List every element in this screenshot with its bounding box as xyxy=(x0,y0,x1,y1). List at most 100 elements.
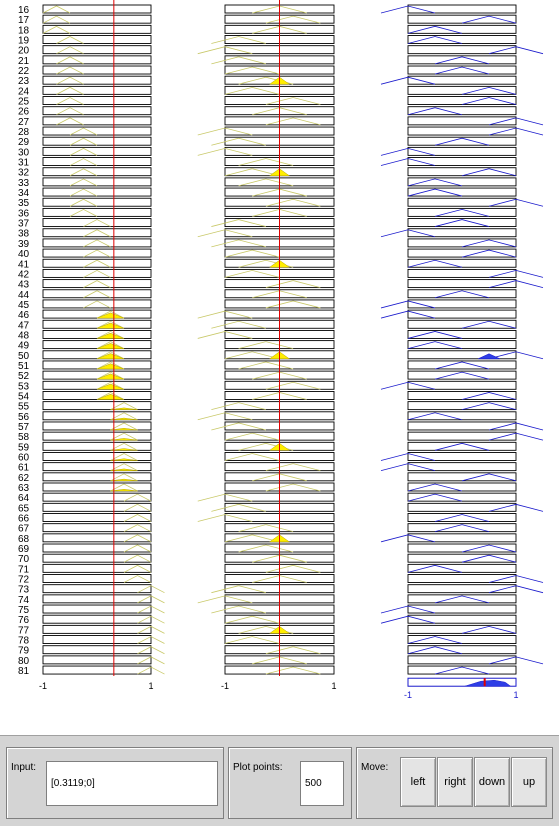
rule-frame xyxy=(42,594,152,604)
rule-number: 79 xyxy=(18,646,30,657)
rule-number: 53 xyxy=(18,381,30,392)
output-mf xyxy=(488,270,544,278)
input2-mf xyxy=(211,402,266,411)
rule-frame xyxy=(42,462,152,472)
input2-mf xyxy=(197,46,253,55)
output-mf xyxy=(407,564,463,573)
input2-mf xyxy=(238,178,294,187)
rule-number: 54 xyxy=(18,391,30,402)
input2-mf xyxy=(265,483,321,492)
rule-number: 41 xyxy=(18,259,30,270)
rule-frame xyxy=(42,218,152,228)
input1-activation xyxy=(110,427,138,431)
input1-mf xyxy=(83,249,111,258)
input-field[interactable] xyxy=(46,761,218,806)
rule-frame xyxy=(42,319,152,329)
rule-number: 42 xyxy=(18,269,30,280)
rule-frame xyxy=(42,126,152,136)
rule-frame xyxy=(407,309,517,319)
input2-mf xyxy=(224,249,280,258)
input1-mf xyxy=(123,493,152,502)
input2-mf xyxy=(224,636,280,644)
input1-activation xyxy=(110,478,138,482)
input2-mf xyxy=(265,198,321,207)
rule-frame xyxy=(42,329,152,339)
input1-mf xyxy=(69,137,98,146)
rule-frame xyxy=(42,370,152,380)
input2-mf xyxy=(211,503,266,512)
rule-number: 76 xyxy=(18,615,30,626)
output-mf xyxy=(380,300,436,309)
input1-mf xyxy=(96,351,125,360)
rule-frame xyxy=(42,523,152,533)
rule-number: 33 xyxy=(18,178,30,189)
input1-mf xyxy=(56,86,84,95)
input1-mf xyxy=(123,534,152,543)
input1-mf xyxy=(137,636,165,644)
output-mf xyxy=(380,534,436,543)
input-panel: Input: xyxy=(6,747,224,819)
input1-activation xyxy=(110,489,138,492)
output-mf xyxy=(488,280,544,288)
rule-number: 18 xyxy=(18,25,30,36)
input1-mf xyxy=(56,76,84,85)
output-mf xyxy=(380,5,436,14)
rule-frame xyxy=(407,523,517,533)
input2-mf xyxy=(265,300,321,309)
rule-frame xyxy=(42,513,152,522)
axis-min-label: -1 xyxy=(39,681,47,691)
output-mf xyxy=(461,544,517,553)
output-mf xyxy=(488,117,544,126)
plot-points-field[interactable] xyxy=(300,761,344,806)
input-label: Input: xyxy=(11,762,37,773)
rule-frame xyxy=(42,14,152,24)
input1-activation xyxy=(96,363,125,370)
input2-mf xyxy=(238,158,294,166)
output-mf xyxy=(407,25,463,34)
rule-frame xyxy=(42,157,152,167)
rule-number: 51 xyxy=(18,361,30,372)
output-mf xyxy=(380,158,436,166)
rule-frame xyxy=(407,380,517,390)
output-mf xyxy=(434,595,490,604)
rule-frame xyxy=(407,228,517,238)
input2-mf xyxy=(265,646,321,655)
rule-frame xyxy=(42,228,152,238)
rule-number: 34 xyxy=(18,188,30,199)
input1-mf xyxy=(137,615,165,624)
input2-mf xyxy=(238,544,294,553)
rule-number: 62 xyxy=(18,473,30,484)
move-left-button[interactable]: left xyxy=(400,757,436,807)
output-mf xyxy=(407,636,463,644)
rule-number: 72 xyxy=(18,575,30,586)
output-mf xyxy=(407,107,463,116)
input2-mf xyxy=(197,310,253,319)
rule-number: 55 xyxy=(18,402,30,413)
rule-frame xyxy=(407,116,517,126)
move-down-button[interactable]: down xyxy=(474,757,510,807)
input2-mf xyxy=(265,280,321,288)
input1-mf xyxy=(123,575,152,583)
rule-number: 45 xyxy=(18,300,30,311)
input1-mf xyxy=(110,432,138,441)
rule-number: 49 xyxy=(18,341,30,352)
input1-mf xyxy=(96,320,125,329)
rule-frame xyxy=(42,472,152,482)
rule-frame xyxy=(42,146,152,156)
rule-frame xyxy=(42,492,152,502)
rule-frame xyxy=(42,4,152,14)
rule-frame xyxy=(42,635,152,644)
move-up-button[interactable]: up xyxy=(511,757,547,807)
input1-mf xyxy=(110,483,138,492)
output-mf xyxy=(407,412,463,421)
input2-mf xyxy=(265,97,321,105)
input1-mf xyxy=(83,300,111,309)
output-mf xyxy=(380,463,436,472)
rule-number: 59 xyxy=(18,442,30,453)
input1-mf xyxy=(137,595,165,604)
rule-frame xyxy=(42,391,152,400)
rule-frame xyxy=(42,35,152,44)
move-right-button[interactable]: right xyxy=(437,757,473,807)
rule-frame xyxy=(42,177,152,187)
rule-frame xyxy=(42,655,152,665)
